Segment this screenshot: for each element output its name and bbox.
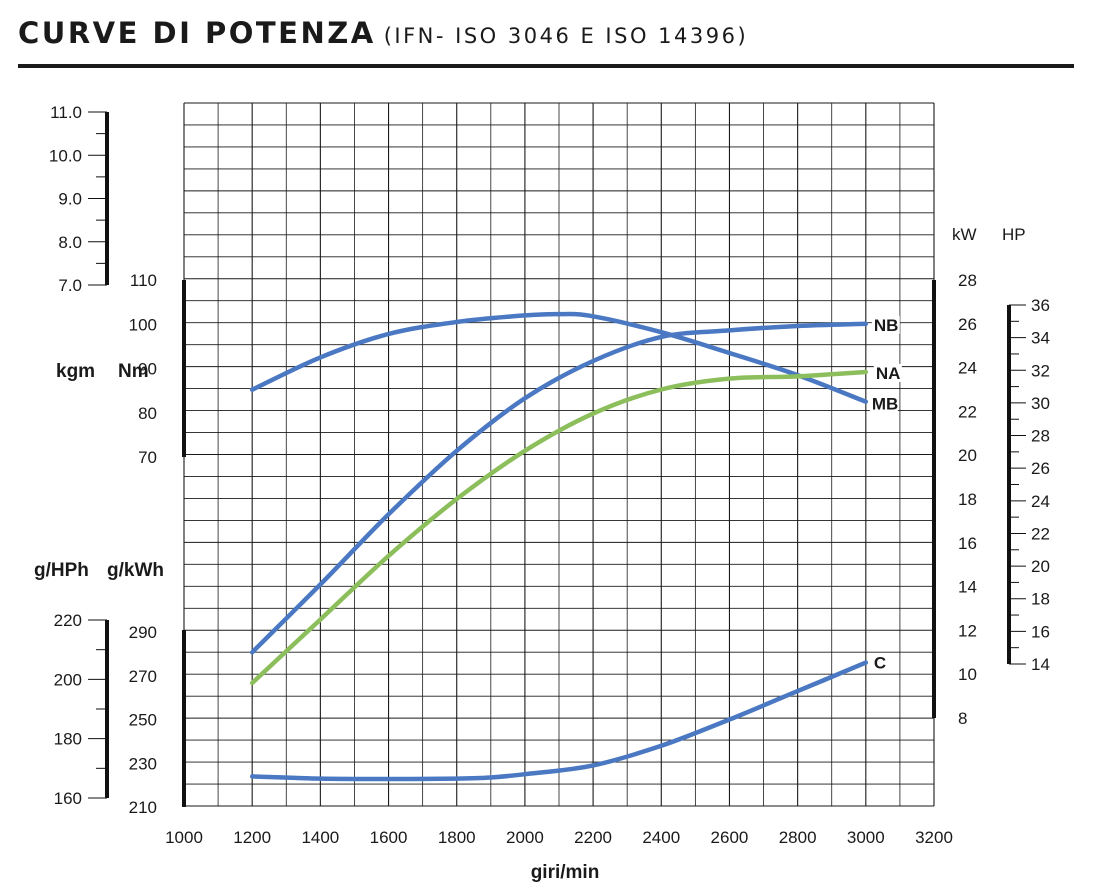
- x-tick-label: 1400: [301, 828, 339, 847]
- kw-tick-label: 18: [958, 490, 977, 509]
- kw-tick-label: 24: [958, 359, 977, 378]
- hp-tick-label: 20: [1031, 557, 1050, 576]
- hp-tick-label: 28: [1031, 427, 1050, 446]
- hp-tick-label: 36: [1031, 296, 1050, 315]
- ghph-tick-label: 220: [54, 611, 82, 630]
- kw-tick-label: 12: [958, 621, 977, 640]
- hp-tick-label: 16: [1031, 622, 1050, 641]
- hp-tick-label: 22: [1031, 524, 1050, 543]
- kw-tick-label: 28: [958, 271, 977, 290]
- title-main: CURVE DI POTENZA: [18, 16, 376, 50]
- series-label-c: C: [874, 654, 886, 673]
- series-label-bg: [871, 315, 900, 334]
- x-tick-label: 1000: [165, 828, 203, 847]
- series-label-mb: MB: [872, 395, 898, 414]
- x-tick-label: 2800: [779, 828, 817, 847]
- kw-tick-label: 8: [958, 709, 967, 728]
- gkwh-tick-label: 210: [129, 798, 157, 817]
- kw-tick-label: 20: [958, 446, 977, 465]
- hp-tick-label: 30: [1031, 394, 1050, 413]
- x-tick-label: 1600: [370, 828, 408, 847]
- nm-tick-label: 100: [129, 315, 157, 334]
- ghph-tick-label: 180: [54, 730, 82, 749]
- gkwh-unit-label: g/kWh: [107, 560, 164, 581]
- kgm-unit-label: kgm: [56, 361, 95, 382]
- x-axis-label: giri/min: [531, 862, 600, 883]
- hp-tick-label: 14: [1031, 655, 1050, 674]
- hp-tick-label: 26: [1031, 459, 1050, 478]
- x-tick-label: 3200: [915, 828, 953, 847]
- nm-unit-label: Nm: [118, 361, 149, 382]
- kgm-tick-label: 11.0: [50, 103, 82, 122]
- hp-tick-label: 32: [1031, 361, 1050, 380]
- hp-tick-label: 18: [1031, 590, 1050, 609]
- nm-tick-label: 70: [138, 448, 157, 467]
- hp-unit-label: HP: [1002, 225, 1026, 244]
- kw-tick-label: 16: [958, 534, 977, 553]
- x-tick-label: 1800: [438, 828, 476, 847]
- series-line-mb: [249, 311, 869, 404]
- kw-tick-label: 22: [958, 402, 977, 421]
- x-tick-label: 2600: [711, 828, 749, 847]
- gkwh-tick-label: 270: [129, 667, 157, 686]
- kw-tick-label: 26: [958, 315, 977, 334]
- kgm-tick-label: 7.0: [58, 276, 82, 295]
- ghph-tick-label: 200: [54, 670, 82, 689]
- kw-tick-label: 14: [958, 578, 977, 597]
- series-line-c: [249, 660, 869, 782]
- nm-tick-label: 110: [130, 271, 157, 290]
- series-label-na: NA: [876, 364, 901, 383]
- ghph-tick-label: 160: [54, 789, 82, 808]
- kgm-tick-label: 10.0: [49, 146, 82, 165]
- gkwh-tick-label: 290: [129, 623, 157, 642]
- kgm-tick-label: 8.0: [58, 233, 82, 252]
- nm-tick-label: 80: [138, 404, 157, 423]
- series-label-bg: [873, 363, 902, 382]
- title-rule: [18, 64, 1074, 68]
- hp-tick-label: 24: [1031, 492, 1050, 511]
- kgm-tick-label: 9.0: [58, 190, 82, 209]
- x-tick-label: 1200: [233, 828, 271, 847]
- x-tick-label: 3000: [847, 828, 885, 847]
- series-label-nb: NB: [874, 316, 899, 335]
- series-label-bg: [871, 653, 888, 672]
- kw-unit-label: kW: [952, 225, 977, 244]
- ghph-unit-label: g/HPh: [34, 560, 89, 581]
- nm-tick-label: 90: [138, 360, 157, 379]
- x-tick-label: 2400: [642, 828, 680, 847]
- series-line-na: [249, 369, 869, 686]
- hp-tick-label: 34: [1031, 329, 1050, 348]
- series-line-nb: [249, 321, 869, 655]
- series-label-bg: [869, 394, 898, 413]
- chart-title: CURVE DI POTENZA (IFN- ISO 3046 E ISO 143…: [18, 16, 748, 50]
- gkwh-tick-label: 250: [129, 711, 157, 730]
- kw-tick-label: 10: [958, 665, 977, 684]
- x-tick-label: 2200: [574, 828, 612, 847]
- title-subtitle: (IFN- ISO 3046 E ISO 14396): [383, 24, 749, 48]
- x-tick-label: 2000: [506, 828, 544, 847]
- gkwh-tick-label: 230: [129, 754, 157, 773]
